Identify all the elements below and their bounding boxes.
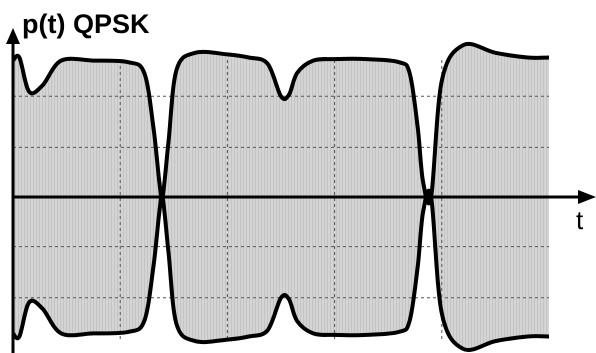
x-axis-label: t bbox=[576, 205, 584, 235]
y-axis-label: p(t) QPSK bbox=[22, 9, 150, 39]
grid-lines bbox=[13, 60, 549, 340]
y-axis-arrow bbox=[6, 28, 20, 44]
x-axis-arrow bbox=[578, 190, 596, 204]
